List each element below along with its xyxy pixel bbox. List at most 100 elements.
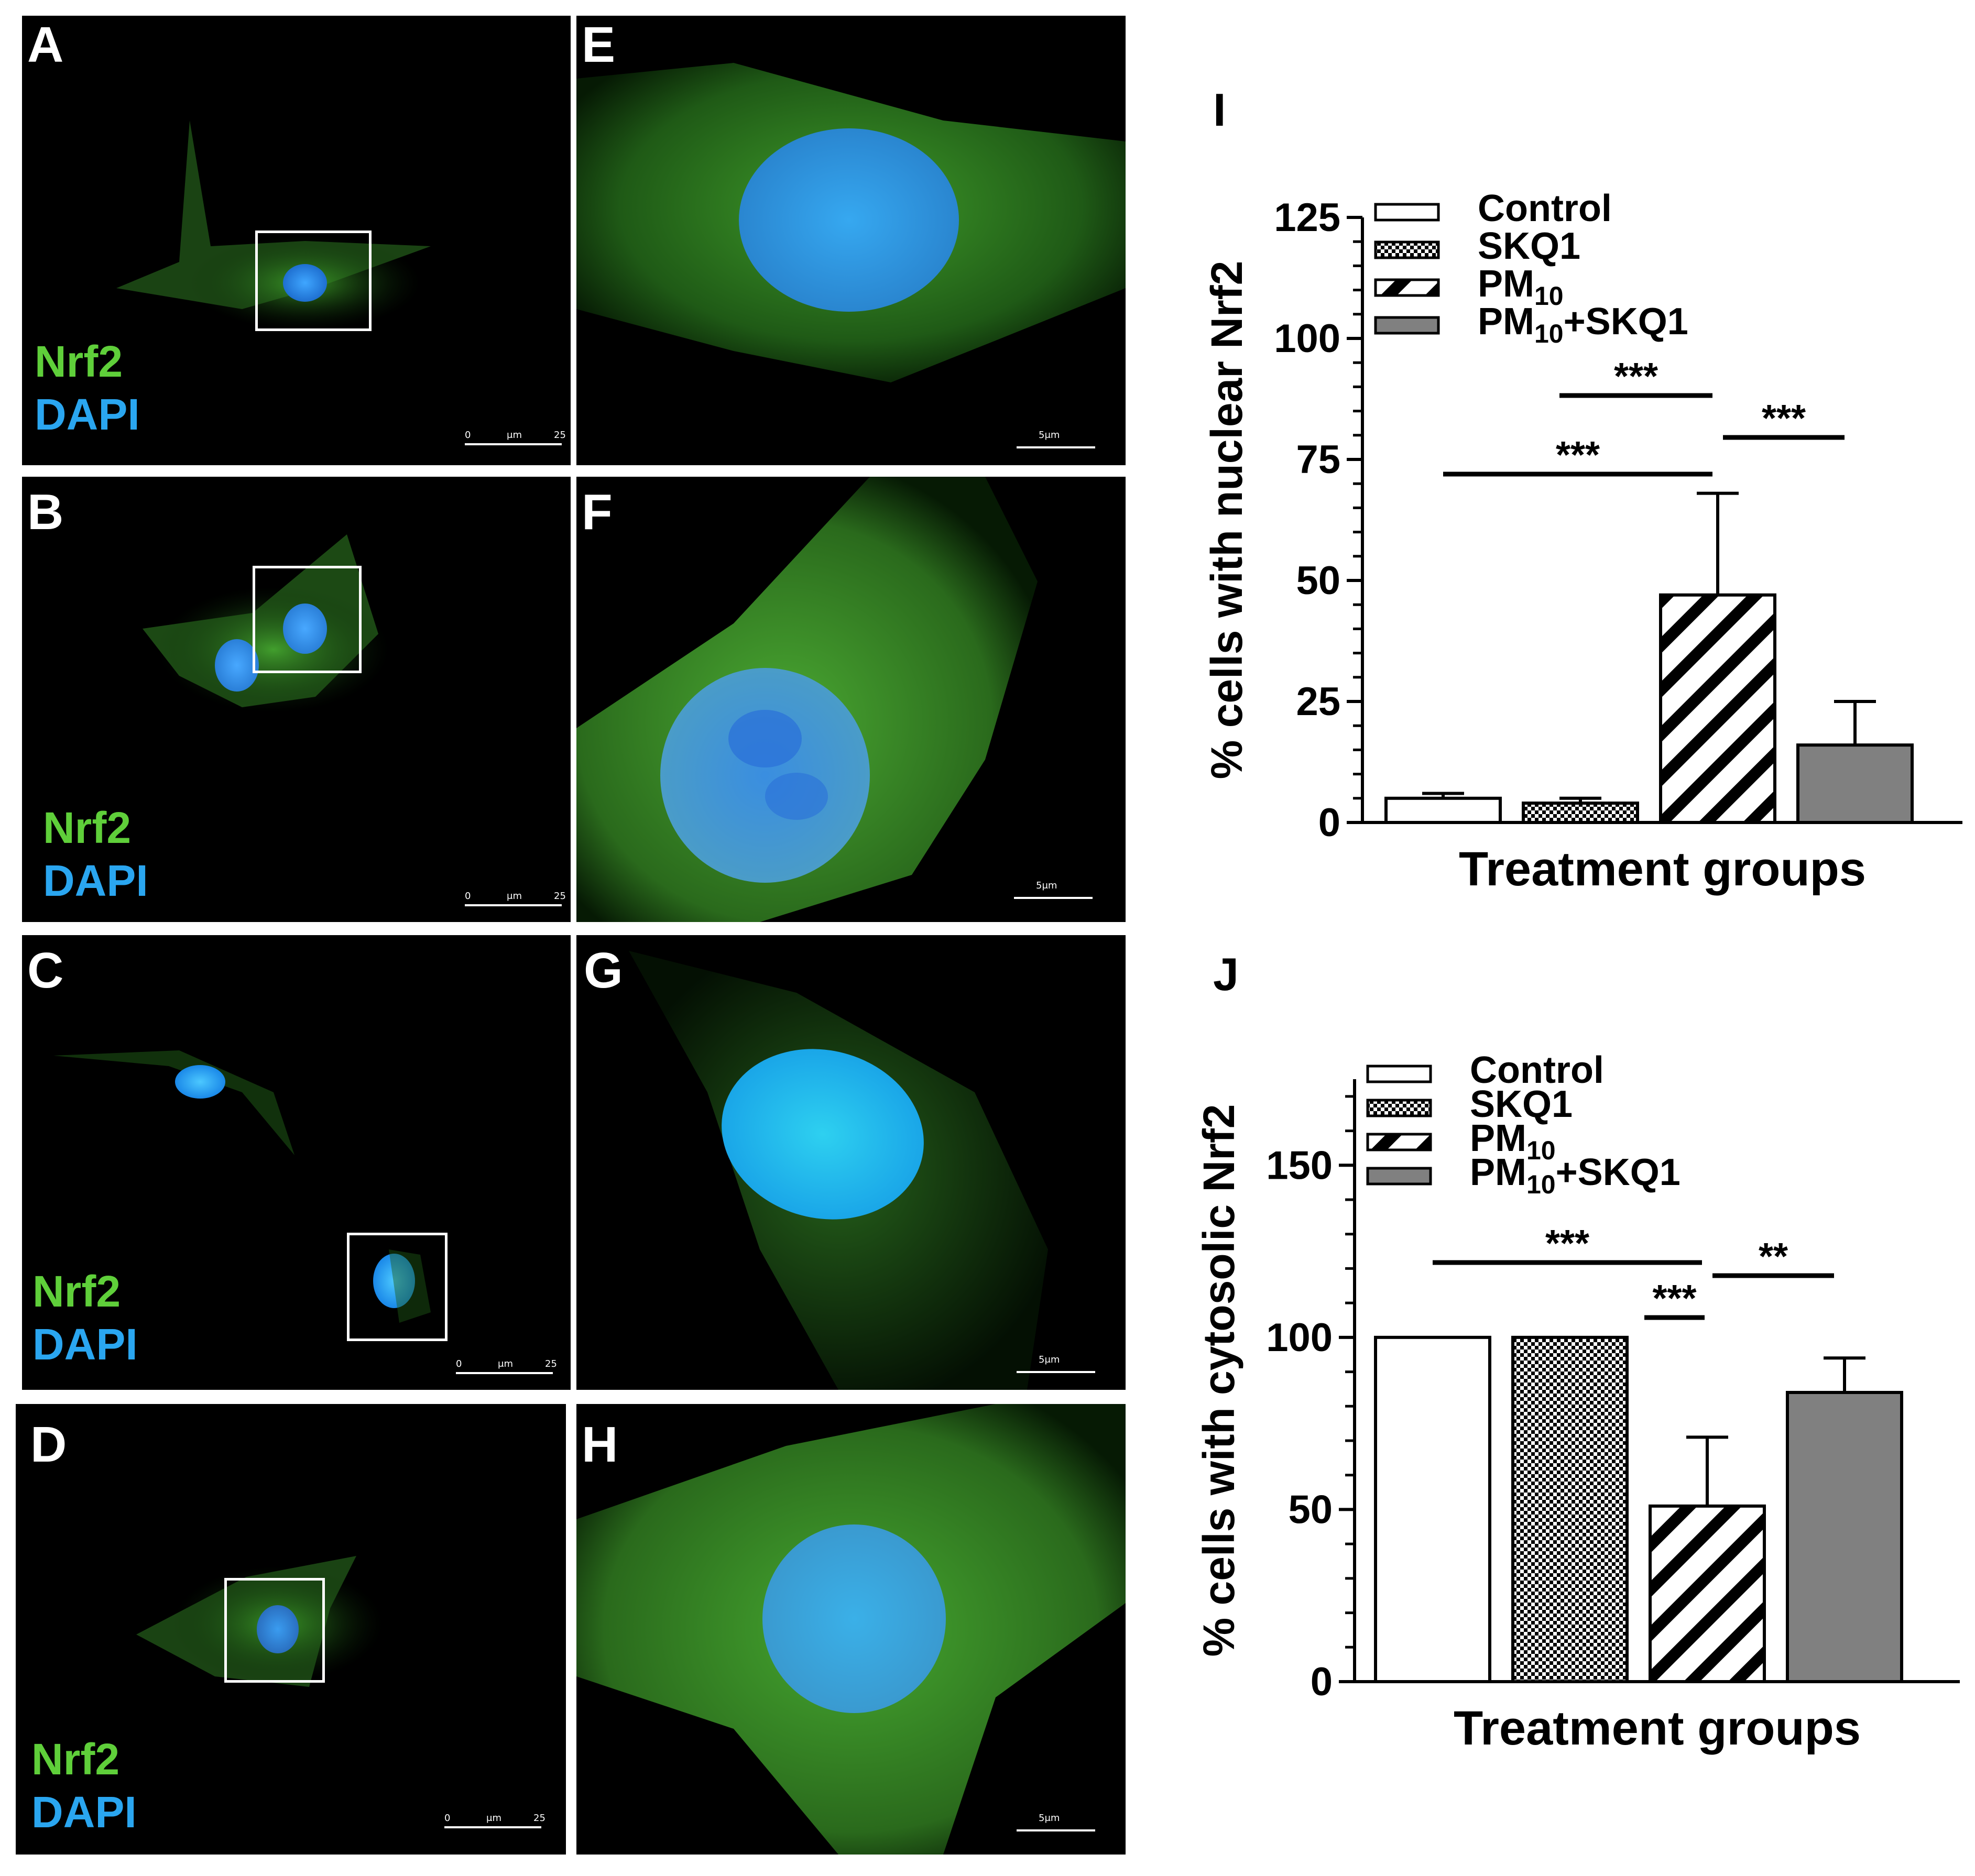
x-axis-label: Treatment groups	[1454, 1702, 1861, 1755]
scale-bar: 0 μm 25	[465, 430, 566, 445]
scale-bar-line	[1017, 446, 1095, 448]
legend-text: SKQ1	[1470, 1083, 1573, 1125]
zoom-region-box	[253, 566, 362, 673]
legend-swatch	[1366, 1099, 1432, 1117]
y-tick-label: 0	[1318, 800, 1340, 845]
bar-pm10	[1659, 593, 1776, 824]
scale-bar-unit: μm	[486, 1813, 501, 1824]
significance-label: ***	[1614, 356, 1658, 398]
stain-dapi-label: DAPI	[31, 1787, 137, 1837]
scale-bar-line	[444, 1826, 541, 1828]
scale-bar: 5μm	[1017, 1813, 1106, 1831]
panel-label-d: D	[30, 1417, 67, 1473]
scale-bar-line	[1014, 897, 1093, 899]
bar-pm10-plus-skq1	[1796, 743, 1914, 825]
stain-legend: Nrf2 DAPI	[35, 335, 140, 441]
zoom-region-box	[255, 231, 372, 331]
y-tick-label: 50	[1288, 1487, 1333, 1532]
bar-skq1	[1511, 1335, 1629, 1684]
stain-nrf2-label: Nrf2	[35, 337, 123, 386]
bar-control	[1384, 796, 1502, 825]
panel-label-b: B	[27, 484, 64, 540]
micrograph-panel-a: A Nrf2 DAPI 0 μm 25	[22, 16, 571, 465]
scale-bar-unit: μm	[498, 1358, 513, 1369]
scale-bar-zero: 0	[465, 430, 471, 441]
bar-control	[1374, 1335, 1491, 1684]
x-axis-label: Treatment groups	[1459, 842, 1866, 896]
panel-label-g: G	[584, 942, 623, 999]
micrograph-panel-b: B Nrf2 DAPI 0 μm 25	[22, 477, 571, 922]
micrograph-panel-d: D Nrf2 DAPI 0 μm 25	[16, 1404, 566, 1855]
scale-bar-line	[465, 443, 562, 445]
cell-image-f	[576, 477, 1126, 922]
legend-text: PM	[1470, 1151, 1526, 1193]
legend-label: SKQ1	[1478, 225, 1580, 267]
scale-bar: 0 μm 25	[444, 1813, 545, 1828]
micrograph-panel-e: E 5μm	[576, 16, 1126, 465]
legend-swatch	[1374, 240, 1440, 259]
scale-bar: 5μm	[1014, 880, 1103, 899]
scale-bar-text: 5μm	[1036, 880, 1057, 891]
legend-text-rest: +SKQ1	[1556, 1151, 1681, 1193]
zoom-region-box	[347, 1233, 448, 1341]
panel-label-e: E	[582, 17, 616, 73]
scale-bar: 0 μm 25	[465, 891, 566, 906]
legend-swatch	[1366, 1133, 1432, 1151]
legend-label: PM10+SKQ1	[1470, 1151, 1681, 1199]
micrograph-panel-f: F 5μm	[576, 477, 1126, 922]
scale-bar-unit: μm	[507, 891, 522, 902]
legend-text: PM	[1478, 301, 1534, 343]
cell-image-c	[53, 1050, 431, 1323]
scale-bar-line	[456, 1372, 553, 1374]
scale-bar-line	[1017, 1829, 1095, 1831]
y-tick-label: 75	[1296, 437, 1340, 482]
significance-label: ***	[1556, 434, 1600, 476]
zoom-region-box	[224, 1578, 325, 1683]
chart-panel-label: I	[1213, 84, 1226, 136]
panel-label-h: H	[582, 1417, 618, 1473]
y-tick-label: 0	[1311, 1660, 1333, 1704]
significance-label: ***	[1545, 1223, 1589, 1265]
legend-text: Control	[1478, 188, 1612, 229]
legend-label: SKQ1	[1470, 1083, 1573, 1125]
cell-image-h	[576, 1404, 1126, 1855]
legend-label: Control	[1470, 1049, 1604, 1091]
cell-image-a	[116, 120, 431, 330]
legend-label: PM10+SKQ1	[1478, 301, 1688, 348]
micrograph-panel-g: G 5μm	[576, 935, 1126, 1390]
micrograph-panel-h: H 5μm	[576, 1404, 1126, 1855]
bar-skq1	[1522, 802, 1639, 825]
panel-label-f: F	[582, 484, 613, 540]
legend-subscript: 10	[1526, 1170, 1556, 1199]
scale-bar-zero: 0	[444, 1813, 451, 1824]
stain-dapi-label: DAPI	[43, 855, 148, 905]
stain-nrf2-label: Nrf2	[32, 1267, 121, 1316]
y-tick-label: 100	[1266, 1315, 1333, 1360]
legend-label: PM10	[1478, 263, 1564, 311]
chart-nuclear-nrf2: I 0 25 50 75 100 125 % cells with nuclear Nrf2 T…	[1202, 84, 1962, 896]
stain-legend: Nrf2 DAPI	[32, 1265, 138, 1371]
cell-image-e	[576, 16, 1126, 465]
bar-pm10	[1649, 1504, 1766, 1684]
significance-label: **	[1759, 1236, 1788, 1278]
legend-swatch	[1366, 1167, 1432, 1186]
cell-image-b	[143, 534, 389, 712]
legend-subscript: 10	[1534, 319, 1564, 348]
stain-legend: Nrf2 DAPI	[43, 802, 148, 907]
stain-nrf2-label: Nrf2	[43, 803, 132, 852]
scale-bar-line	[1017, 1371, 1095, 1373]
legend-label: PM10	[1470, 1117, 1556, 1165]
scale-bar: 5μm	[1017, 1354, 1106, 1373]
chart-panel-label: J	[1213, 948, 1239, 1000]
scale-bar-value: 25	[554, 891, 566, 902]
legend-swatch	[1366, 1065, 1432, 1083]
scale-bar-value: 25	[545, 1358, 557, 1369]
scale-bar: 5μm	[1017, 430, 1106, 448]
legend-subscript: 10	[1526, 1136, 1556, 1165]
legend-swatch	[1374, 203, 1440, 222]
y-tick-label: 25	[1296, 679, 1340, 724]
bar-pm10-plus-skq1	[1786, 1391, 1903, 1683]
legend-text: PM	[1478, 263, 1534, 305]
significance-label: ***	[1652, 1278, 1696, 1320]
scale-bar: 0 μm 25	[456, 1358, 557, 1374]
